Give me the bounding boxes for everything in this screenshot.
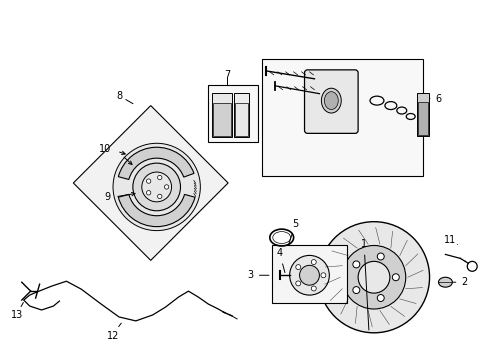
Circle shape: [342, 246, 405, 309]
Text: 13: 13: [11, 310, 23, 320]
Text: 6: 6: [428, 94, 441, 104]
Circle shape: [142, 172, 171, 202]
Text: 1: 1: [360, 239, 368, 330]
Circle shape: [318, 222, 428, 333]
Wedge shape: [118, 194, 195, 227]
Text: 9: 9: [104, 192, 110, 202]
Bar: [262, 59, 422, 176]
Text: 8: 8: [116, 91, 122, 101]
Circle shape: [352, 261, 359, 268]
Circle shape: [157, 175, 162, 180]
Circle shape: [157, 194, 162, 199]
Text: 3: 3: [247, 270, 268, 280]
Text: 12: 12: [106, 331, 119, 341]
Circle shape: [295, 265, 300, 270]
Text: 10: 10: [99, 144, 111, 154]
Bar: [234, 93, 248, 137]
Circle shape: [146, 179, 150, 183]
Text: 4: 4: [276, 248, 285, 273]
Circle shape: [146, 190, 150, 195]
Circle shape: [295, 281, 300, 286]
Circle shape: [289, 255, 328, 295]
Circle shape: [320, 273, 325, 278]
Text: 5: 5: [288, 219, 298, 245]
Wedge shape: [118, 147, 194, 180]
Bar: [212, 93, 232, 137]
Bar: [417, 102, 427, 135]
Circle shape: [377, 294, 384, 301]
Circle shape: [311, 286, 316, 291]
Text: 7: 7: [224, 70, 230, 80]
Circle shape: [164, 185, 168, 189]
Text: 11: 11: [444, 234, 456, 244]
Circle shape: [391, 274, 399, 281]
Circle shape: [133, 163, 180, 211]
Bar: [213, 103, 231, 136]
FancyBboxPatch shape: [304, 70, 357, 133]
Text: 2: 2: [452, 277, 467, 287]
Circle shape: [311, 260, 316, 265]
Ellipse shape: [324, 92, 338, 109]
Bar: [208, 85, 257, 142]
Bar: [416, 93, 427, 136]
Polygon shape: [73, 105, 228, 260]
Ellipse shape: [438, 277, 451, 287]
Circle shape: [113, 143, 200, 231]
Circle shape: [377, 253, 384, 260]
Circle shape: [299, 265, 319, 285]
Bar: [235, 103, 247, 136]
Circle shape: [357, 261, 389, 293]
Bar: [271, 246, 346, 303]
Ellipse shape: [321, 88, 341, 113]
Circle shape: [352, 287, 359, 293]
